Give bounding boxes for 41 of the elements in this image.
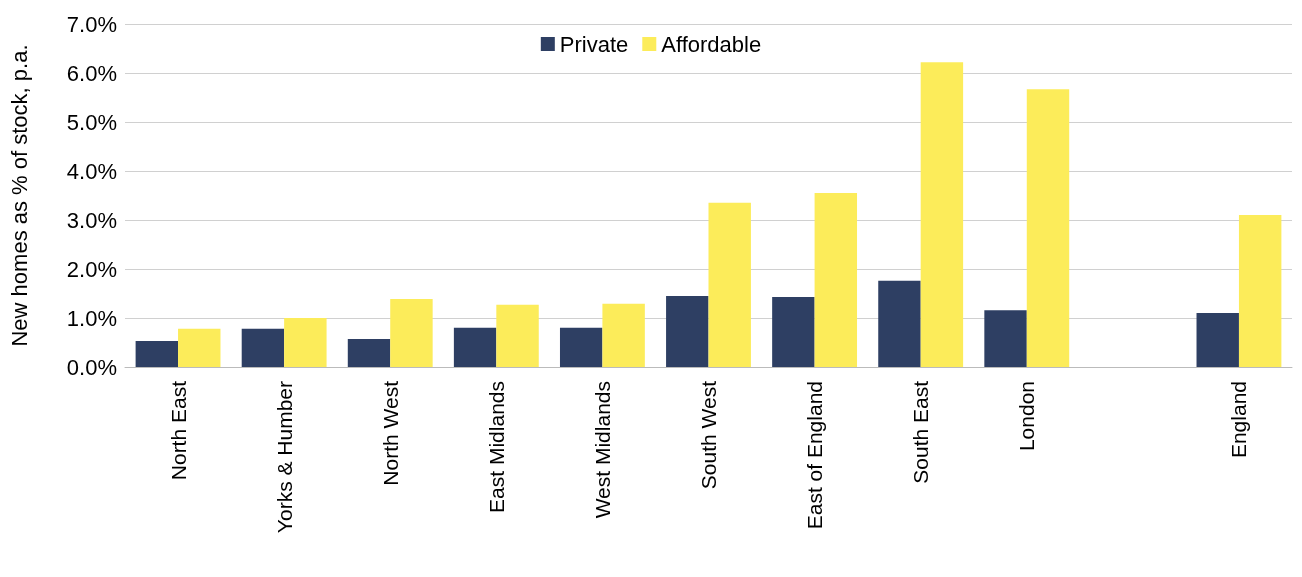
x-tick-label: England <box>1227 381 1251 459</box>
bar <box>496 304 539 367</box>
bar <box>1238 215 1282 367</box>
bar <box>602 303 645 367</box>
bar <box>920 62 964 367</box>
x-tick-label: Yorks & Humber <box>272 381 296 534</box>
bar <box>814 193 858 367</box>
y-tick-label: 3.0% <box>66 207 117 233</box>
x-tick-label: North West <box>378 380 402 486</box>
y-tick-label: 6.0% <box>66 60 117 86</box>
bar <box>347 339 391 367</box>
bar <box>666 295 709 367</box>
bar <box>390 298 433 367</box>
x-tick-label: West Midlands <box>590 381 614 519</box>
bar <box>284 318 327 367</box>
y-tick-label: 1.0% <box>66 305 117 331</box>
legend-label: Affordable <box>661 31 762 57</box>
bar <box>878 280 921 367</box>
bar <box>178 328 221 367</box>
y-axis-title: New homes as % of stock, p.a. <box>6 44 32 347</box>
y-tick-label: 2.0% <box>66 256 117 282</box>
x-tick-label: South East <box>909 380 933 484</box>
x-tick-label: London <box>1015 381 1039 452</box>
bar <box>135 341 179 367</box>
bar <box>984 310 1027 367</box>
bar <box>1026 89 1070 367</box>
y-tick-label: 5.0% <box>66 109 117 135</box>
bar <box>559 327 603 367</box>
x-tick-label: North East <box>166 380 190 481</box>
x-tick-label: East Midlands <box>484 381 508 513</box>
legend-label: Private <box>559 31 629 57</box>
y-tick-label: 4.0% <box>66 158 117 184</box>
x-tick-label: South West <box>697 380 720 490</box>
y-tick-label: 7.0% <box>66 11 117 37</box>
x-tick-label: East of England <box>803 381 827 530</box>
bar <box>453 327 497 367</box>
bar <box>241 328 285 367</box>
bar <box>1196 313 1239 367</box>
y-tick-label: 0.0% <box>66 354 117 380</box>
bar <box>708 202 751 367</box>
bar <box>772 296 815 367</box>
